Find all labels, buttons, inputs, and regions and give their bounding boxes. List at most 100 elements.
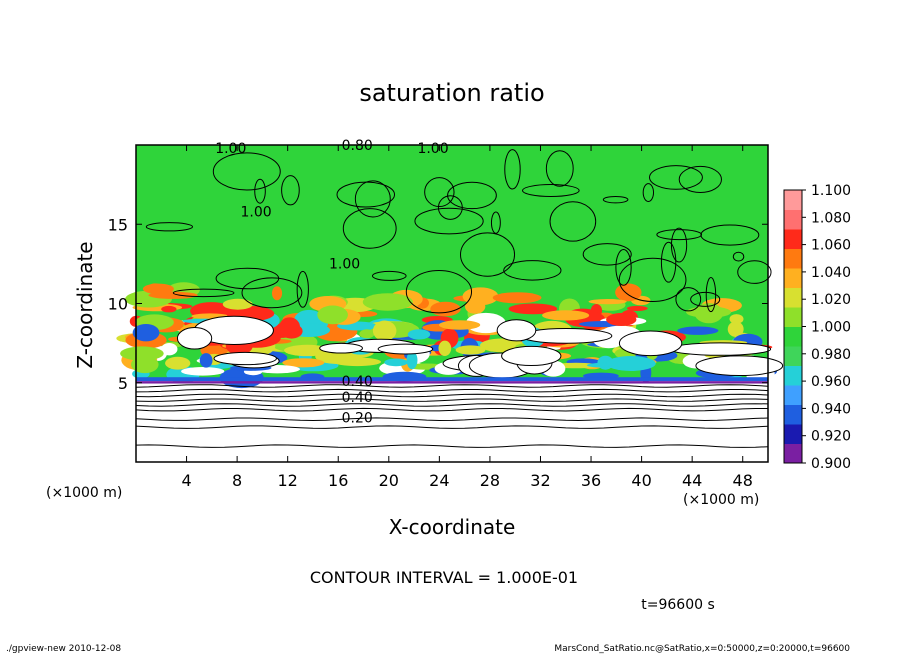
y-tick-label: 15 — [108, 215, 128, 234]
field-patch — [271, 286, 283, 301]
contour-line — [342, 208, 397, 249]
contour-line — [670, 227, 688, 263]
colorbar-swatch — [784, 326, 802, 347]
contour-line — [690, 291, 721, 307]
chart-title: saturation ratio — [359, 79, 544, 107]
field-patch — [438, 340, 452, 356]
contour-line — [460, 232, 516, 277]
plot-area: 1.00 0.80 1.00 1.00 1.00 0.400.40 0.20 — [116, 138, 784, 463]
contour-line — [254, 178, 266, 204]
y-tick-labels: 5 10 15 — [108, 215, 768, 393]
contour-line — [656, 229, 703, 241]
field-patch — [430, 301, 461, 317]
colorbar-swatch — [784, 404, 802, 425]
field-patch — [465, 299, 486, 314]
cloud-patch — [501, 345, 562, 367]
contour-line — [135, 425, 769, 429]
contour-line — [503, 260, 562, 281]
contour-line — [135, 384, 769, 388]
contour-label: 0.40 — [342, 390, 373, 406]
colorbar-swatch — [784, 229, 802, 249]
contour-line — [135, 393, 769, 398]
x-tick-labels: 4 8 12 16 20 24 28 32 36 40 44 48 — [181, 145, 753, 490]
contour-line — [172, 288, 235, 298]
x-tick-label: 24 — [429, 471, 449, 490]
contour-line — [135, 388, 769, 393]
field-patch — [284, 344, 331, 357]
contour-line — [212, 152, 281, 191]
field-patch — [359, 329, 375, 339]
field-patch — [465, 312, 506, 334]
y-tick-label: 10 — [108, 295, 128, 314]
contour-line — [675, 287, 702, 312]
contour-line — [737, 260, 772, 284]
x-tick-label: 16 — [328, 471, 348, 490]
contour-line — [582, 243, 632, 266]
contour-line — [424, 177, 455, 208]
colorbar-swatch — [784, 424, 802, 444]
x-tick-label: 28 — [480, 471, 500, 490]
contour-label: 1.00 — [417, 141, 448, 157]
x-tick-label: 44 — [682, 471, 702, 490]
field-patch — [492, 292, 542, 304]
x-axis-label: X-coordinate — [389, 515, 516, 539]
colorbar-label: 1.000 — [811, 320, 851, 336]
contour-line — [678, 165, 722, 193]
cloud-patch — [496, 319, 537, 342]
x-tick-label: 36 — [581, 471, 601, 490]
field-patch — [677, 326, 719, 335]
boundary-strip — [136, 381, 768, 384]
field-patch — [384, 358, 408, 367]
field-patch — [120, 346, 164, 361]
cloud-patch — [176, 327, 213, 350]
contour-line — [660, 241, 677, 283]
contour-line — [700, 224, 760, 246]
field-patch — [372, 320, 397, 342]
contour-line — [241, 277, 303, 309]
colorbar: 1.100 1.080 1.060 1.040 1.020 1.000 0.980 0.960… — [783, 183, 851, 472]
cloud-patch — [618, 330, 683, 357]
contour-line — [354, 180, 391, 218]
colorbar-swatch — [784, 443, 802, 464]
colorbar-label: 0.940 — [811, 401, 851, 417]
cloud-patch — [669, 342, 772, 356]
x-tick-label: 48 — [733, 471, 753, 490]
contour-line — [504, 149, 521, 190]
cloud-patch — [377, 343, 434, 355]
colorbar-swatch — [784, 248, 802, 269]
field-patch — [729, 314, 744, 324]
x-tick-label: 20 — [379, 471, 399, 490]
field-patch — [161, 342, 178, 356]
contour-line — [522, 184, 580, 198]
y-tick-label: 5 — [118, 374, 128, 393]
colorbar-label: 0.920 — [811, 429, 851, 445]
field-patch — [727, 321, 744, 337]
contour-line — [281, 175, 300, 206]
contour-label: 1.00 — [240, 204, 271, 220]
cloud-patch — [319, 342, 363, 354]
contour-line — [405, 270, 473, 314]
y-axis-label: Z-coordinate — [73, 241, 97, 368]
colorbar-label: 1.100 — [811, 183, 851, 199]
contour-line — [135, 403, 769, 407]
contour-line — [602, 195, 629, 204]
cloud-patch — [695, 355, 784, 377]
x-tick-label: 4 — [181, 471, 191, 490]
colorbar-swatch — [784, 268, 802, 288]
field-patch — [508, 303, 558, 315]
field-patch — [222, 298, 253, 310]
contour-line — [437, 195, 463, 220]
contour-label: 1.00 — [329, 257, 360, 273]
colorbar-swatch — [784, 346, 802, 366]
field-patch — [161, 305, 177, 313]
contour-label: 0.20 — [342, 410, 373, 426]
field-patch — [626, 305, 648, 312]
contour-line — [447, 181, 497, 210]
field-patch — [132, 323, 160, 342]
colorbar-label: 0.960 — [811, 374, 851, 390]
time-label: t=96600 s — [641, 597, 715, 613]
contour-line — [414, 207, 484, 235]
colorbar-swatch — [784, 209, 802, 230]
colorbar-swatch — [784, 385, 802, 405]
